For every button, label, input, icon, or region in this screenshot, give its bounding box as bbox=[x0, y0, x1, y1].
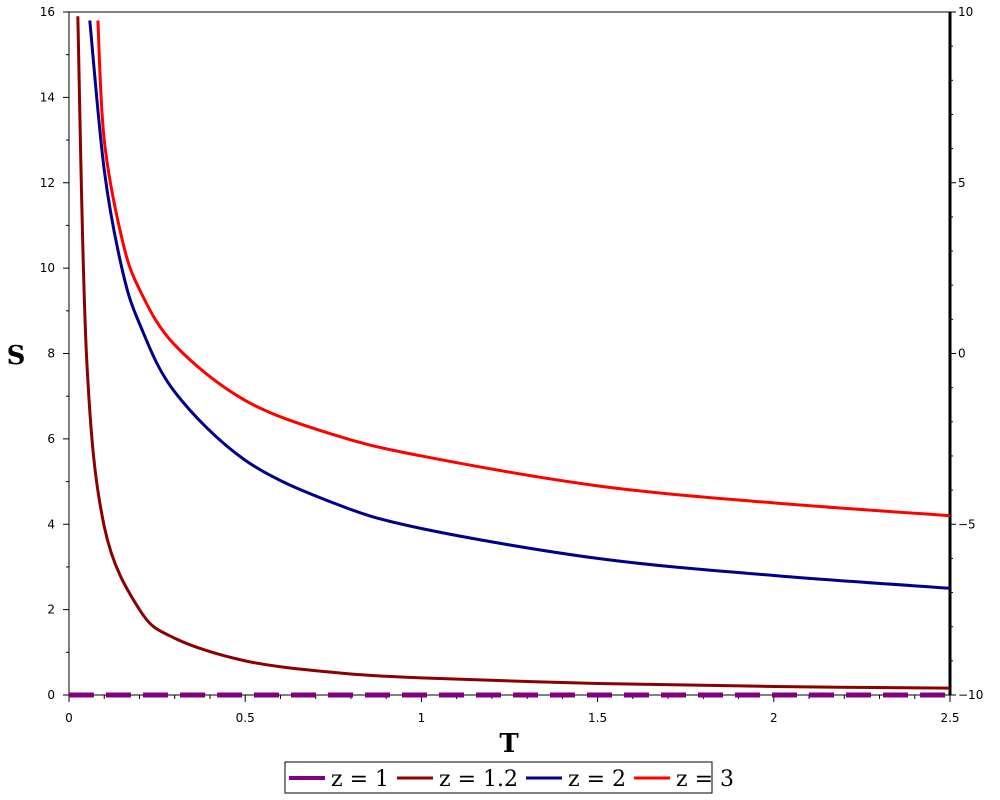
y2-tick-label: 0 bbox=[958, 347, 966, 361]
y-tick-label: 0 bbox=[47, 688, 55, 702]
x-tick-label: 0.5 bbox=[236, 711, 255, 725]
y-tick-label: 6 bbox=[47, 432, 55, 446]
y-tick-label: 4 bbox=[47, 517, 55, 531]
y-ticks: 0 2 4 6 8 10 12 14 16 bbox=[40, 5, 69, 702]
y2-ticks: −10 −5 0 5 10 bbox=[950, 5, 983, 702]
x-tick-label: 1.5 bbox=[588, 711, 607, 725]
y-tick-label: 16 bbox=[40, 5, 55, 19]
x-ticks: 0 0.5 1 1.5 2 2.5 bbox=[65, 695, 960, 725]
y-tick-label: 10 bbox=[40, 261, 55, 275]
y2-tick-label: −5 bbox=[958, 517, 976, 531]
legend-label: z = 2 bbox=[568, 767, 626, 792]
legend: z = 1 z = 1.2 z = 2 z = 3 bbox=[284, 761, 734, 794]
plot-area: 0 0.5 1 1.5 2 2.5 0 2 4 6 8 10 12 14 16 −10 −5 0 5 10 bbox=[40, 5, 984, 725]
series-line bbox=[76, 16, 951, 690]
y2-tick-label: 5 bbox=[958, 176, 966, 190]
plot-frame bbox=[68, 11, 951, 696]
x-axis-title: T bbox=[499, 729, 519, 759]
y2-tick-label: −10 bbox=[958, 688, 983, 702]
series-lines bbox=[69, 16, 951, 698]
series-line bbox=[96, 20, 951, 518]
legend-label: z = 1 bbox=[331, 767, 389, 792]
x-tick-label: 0 bbox=[65, 711, 73, 725]
legend-items: z = 1 z = 1.2 z = 2 z = 3 bbox=[289, 767, 734, 792]
y-axis-title: S bbox=[7, 341, 26, 371]
legend-label: z = 3 bbox=[676, 767, 734, 792]
y-tick-label: 14 bbox=[40, 90, 55, 104]
y-tick-label: 8 bbox=[47, 347, 55, 361]
x-tick-label: 2.5 bbox=[940, 711, 959, 725]
series-line bbox=[88, 20, 951, 590]
y2-tick-label: 10 bbox=[958, 5, 973, 19]
x-tick-label: 1 bbox=[418, 711, 426, 725]
x-tick-label: 2 bbox=[770, 711, 778, 725]
y-tick-label: 12 bbox=[40, 176, 55, 190]
y-tick-label: 2 bbox=[47, 603, 55, 617]
legend-label: z = 1.2 bbox=[439, 767, 518, 792]
